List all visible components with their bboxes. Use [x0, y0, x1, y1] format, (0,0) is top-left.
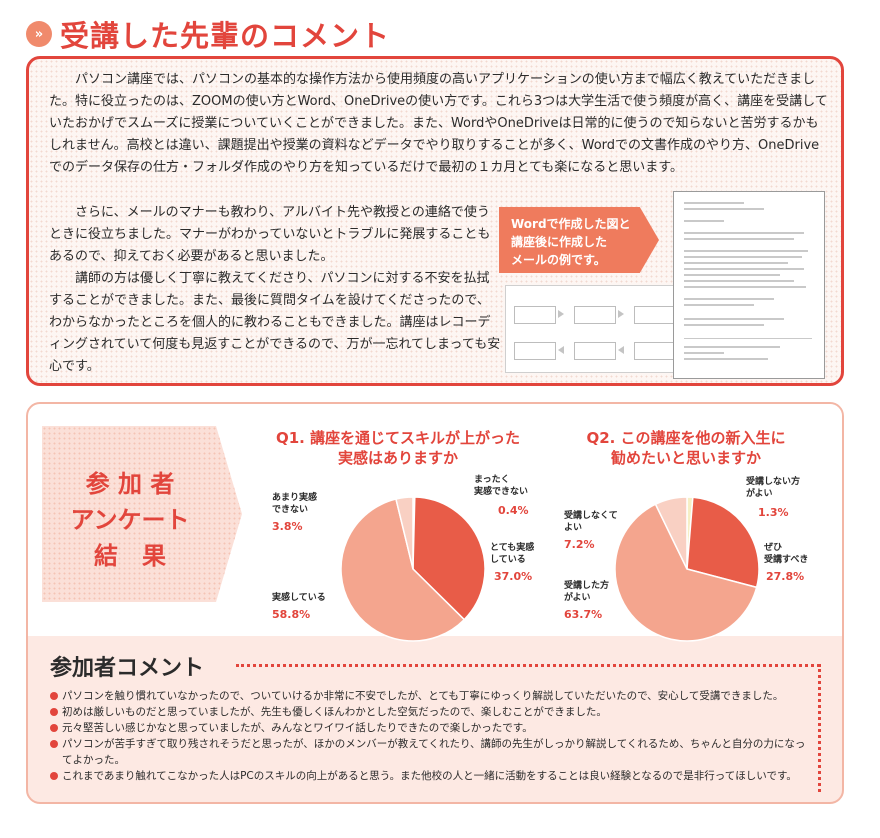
- flow-box: [574, 306, 616, 324]
- email-example-thumbnail: [673, 191, 825, 379]
- senpai-paragraph-1: パソコン講座では、パソコンの基本的な操作方法から使用頻度の高いアプリケーションの…: [49, 72, 828, 175]
- comment-item: 元々堅苦しい感じかなと思っていましたが、みんなとワイワイ話したりできたので楽しか…: [48, 720, 808, 736]
- comment-item: パソコンを触り慣れていなかったので、ついていけるか非常に不安でしたが、とても丁寧…: [48, 688, 808, 704]
- survey-heading-line: 結 果: [94, 542, 166, 570]
- q1-pct-very: 37.0%: [494, 570, 533, 583]
- senpai-comment-box: パソコン講座では、パソコンの基本的な操作方法から使用頻度の高いアプリケーションの…: [26, 56, 844, 386]
- flow-box: [574, 342, 616, 360]
- flow-arrow: [618, 310, 624, 318]
- caption-line: Wordで作成した図と: [511, 217, 631, 231]
- flow-box: [634, 342, 676, 360]
- survey-heading-line: アンケート: [70, 506, 190, 534]
- pie-slice-0-2: [340, 498, 466, 642]
- pie-slice-0-1: [412, 496, 486, 621]
- senpai-paragraph-2: さらに、メールのマナーも教わり、アルバイト先や教授との連絡で使うときに役立ちまし…: [49, 205, 491, 264]
- q2-pct-no-need: 7.2%: [564, 538, 595, 551]
- example-caption-tag: Wordで作成した図と 講座後に作成した メールの例です。: [499, 207, 659, 273]
- q1-pct-barely: 3.8%: [272, 520, 303, 533]
- comment-item: これまであまり触れてこなかった人はPCのスキルの向上があると思う。また他校の人と…: [48, 768, 808, 784]
- double-chevron-icon: »: [26, 21, 52, 47]
- flow-box: [634, 306, 676, 324]
- q2-label-not: 受講しない方 がよい: [746, 477, 801, 499]
- participant-comments-list: パソコンを触り慣れていなかったので、ついていけるか非常に不安でしたが、とても丁寧…: [48, 688, 808, 784]
- q2-pct-must: 27.8%: [766, 570, 805, 583]
- flow-arrow: [558, 346, 564, 354]
- survey-label-arrow: [42, 426, 242, 602]
- survey-heading-line: 参 加 者: [85, 470, 175, 498]
- pie-slice-1-2: [614, 503, 758, 642]
- pie-slice-1-3: [654, 496, 688, 570]
- q2-label-no-need: 受講しなくて よい: [564, 511, 618, 533]
- q2-pct-better: 63.7%: [564, 608, 603, 621]
- survey-heading: 参 加 者 アンケート 結 果: [42, 466, 218, 574]
- survey-area: 参 加 者 アンケート 結 果 Q1. 講座を通じてスキルが上がった 実感はあり…: [28, 404, 842, 642]
- caption-line: 講座後に作成した: [511, 235, 608, 249]
- q1-label-very: とても実感 している: [490, 543, 535, 565]
- q1-label-some: 実感している: [272, 593, 326, 603]
- q2-pie-chart: [614, 496, 760, 642]
- flow-arrow: [618, 346, 624, 354]
- section-title: 受講した先輩のコメント: [60, 19, 391, 53]
- flow-box: [514, 306, 556, 324]
- flow-arrow: [558, 310, 564, 318]
- comment-item: パソコンが苦手すぎて取り残されそうだと思ったが、ほかのメンバーが教えてくれたり、…: [48, 736, 808, 768]
- dotted-divider-vertical: [818, 664, 821, 792]
- senpai-paragraph-3: 講師の方は優しく丁寧に教えてくださり、パソコンに対する不安を払拭することができま…: [49, 271, 501, 374]
- q1-pie-chart: [340, 496, 486, 642]
- participant-comments-title: 参加者コメント: [50, 656, 205, 681]
- word-flowchart-thumbnail: [505, 285, 685, 373]
- q1-title-line: Q1. 講座を通じてスキルが上がった: [275, 429, 521, 447]
- pie-slice-0-3: [395, 496, 414, 570]
- comment-item: 初めは厳しいものだと思っていましたが、先生も優しくほんわかとした空気だったので、…: [48, 704, 808, 720]
- q1-title-line: 実感はありますか: [337, 449, 458, 467]
- q2-label-must: ぜひ 受講すべき: [764, 543, 809, 565]
- flow-box: [514, 342, 556, 360]
- section-header: » 受講した先輩のコメント: [26, 12, 390, 56]
- q2-title: Q2. この講座を他の新入生に 勧めたいと思いますか: [556, 428, 816, 468]
- pie-slice-1-1: [686, 496, 760, 589]
- q1-label-barely: あまり実感 できない: [272, 493, 318, 515]
- dotted-divider: [236, 664, 820, 667]
- q1-label-none: まったく 実感できない: [474, 475, 529, 497]
- q1-title: Q1. 講座を通じてスキルが上がった 実感はありますか: [248, 428, 548, 468]
- q2-pct-not: 1.3%: [758, 506, 789, 519]
- q2-label-better: 受講した方 がよい: [564, 581, 610, 603]
- q1-pct-some: 58.8%: [272, 608, 311, 621]
- q2-title-line: Q2. この講座を他の新入生に: [586, 429, 786, 447]
- caption-line: メールの例です。: [511, 253, 606, 267]
- survey-results-box: 参 加 者 アンケート 結 果 Q1. 講座を通じてスキルが上がった 実感はあり…: [26, 402, 844, 804]
- q2-title-line: 勧めたいと思いますか: [610, 449, 761, 467]
- q1-pct-none: 0.4%: [498, 504, 529, 517]
